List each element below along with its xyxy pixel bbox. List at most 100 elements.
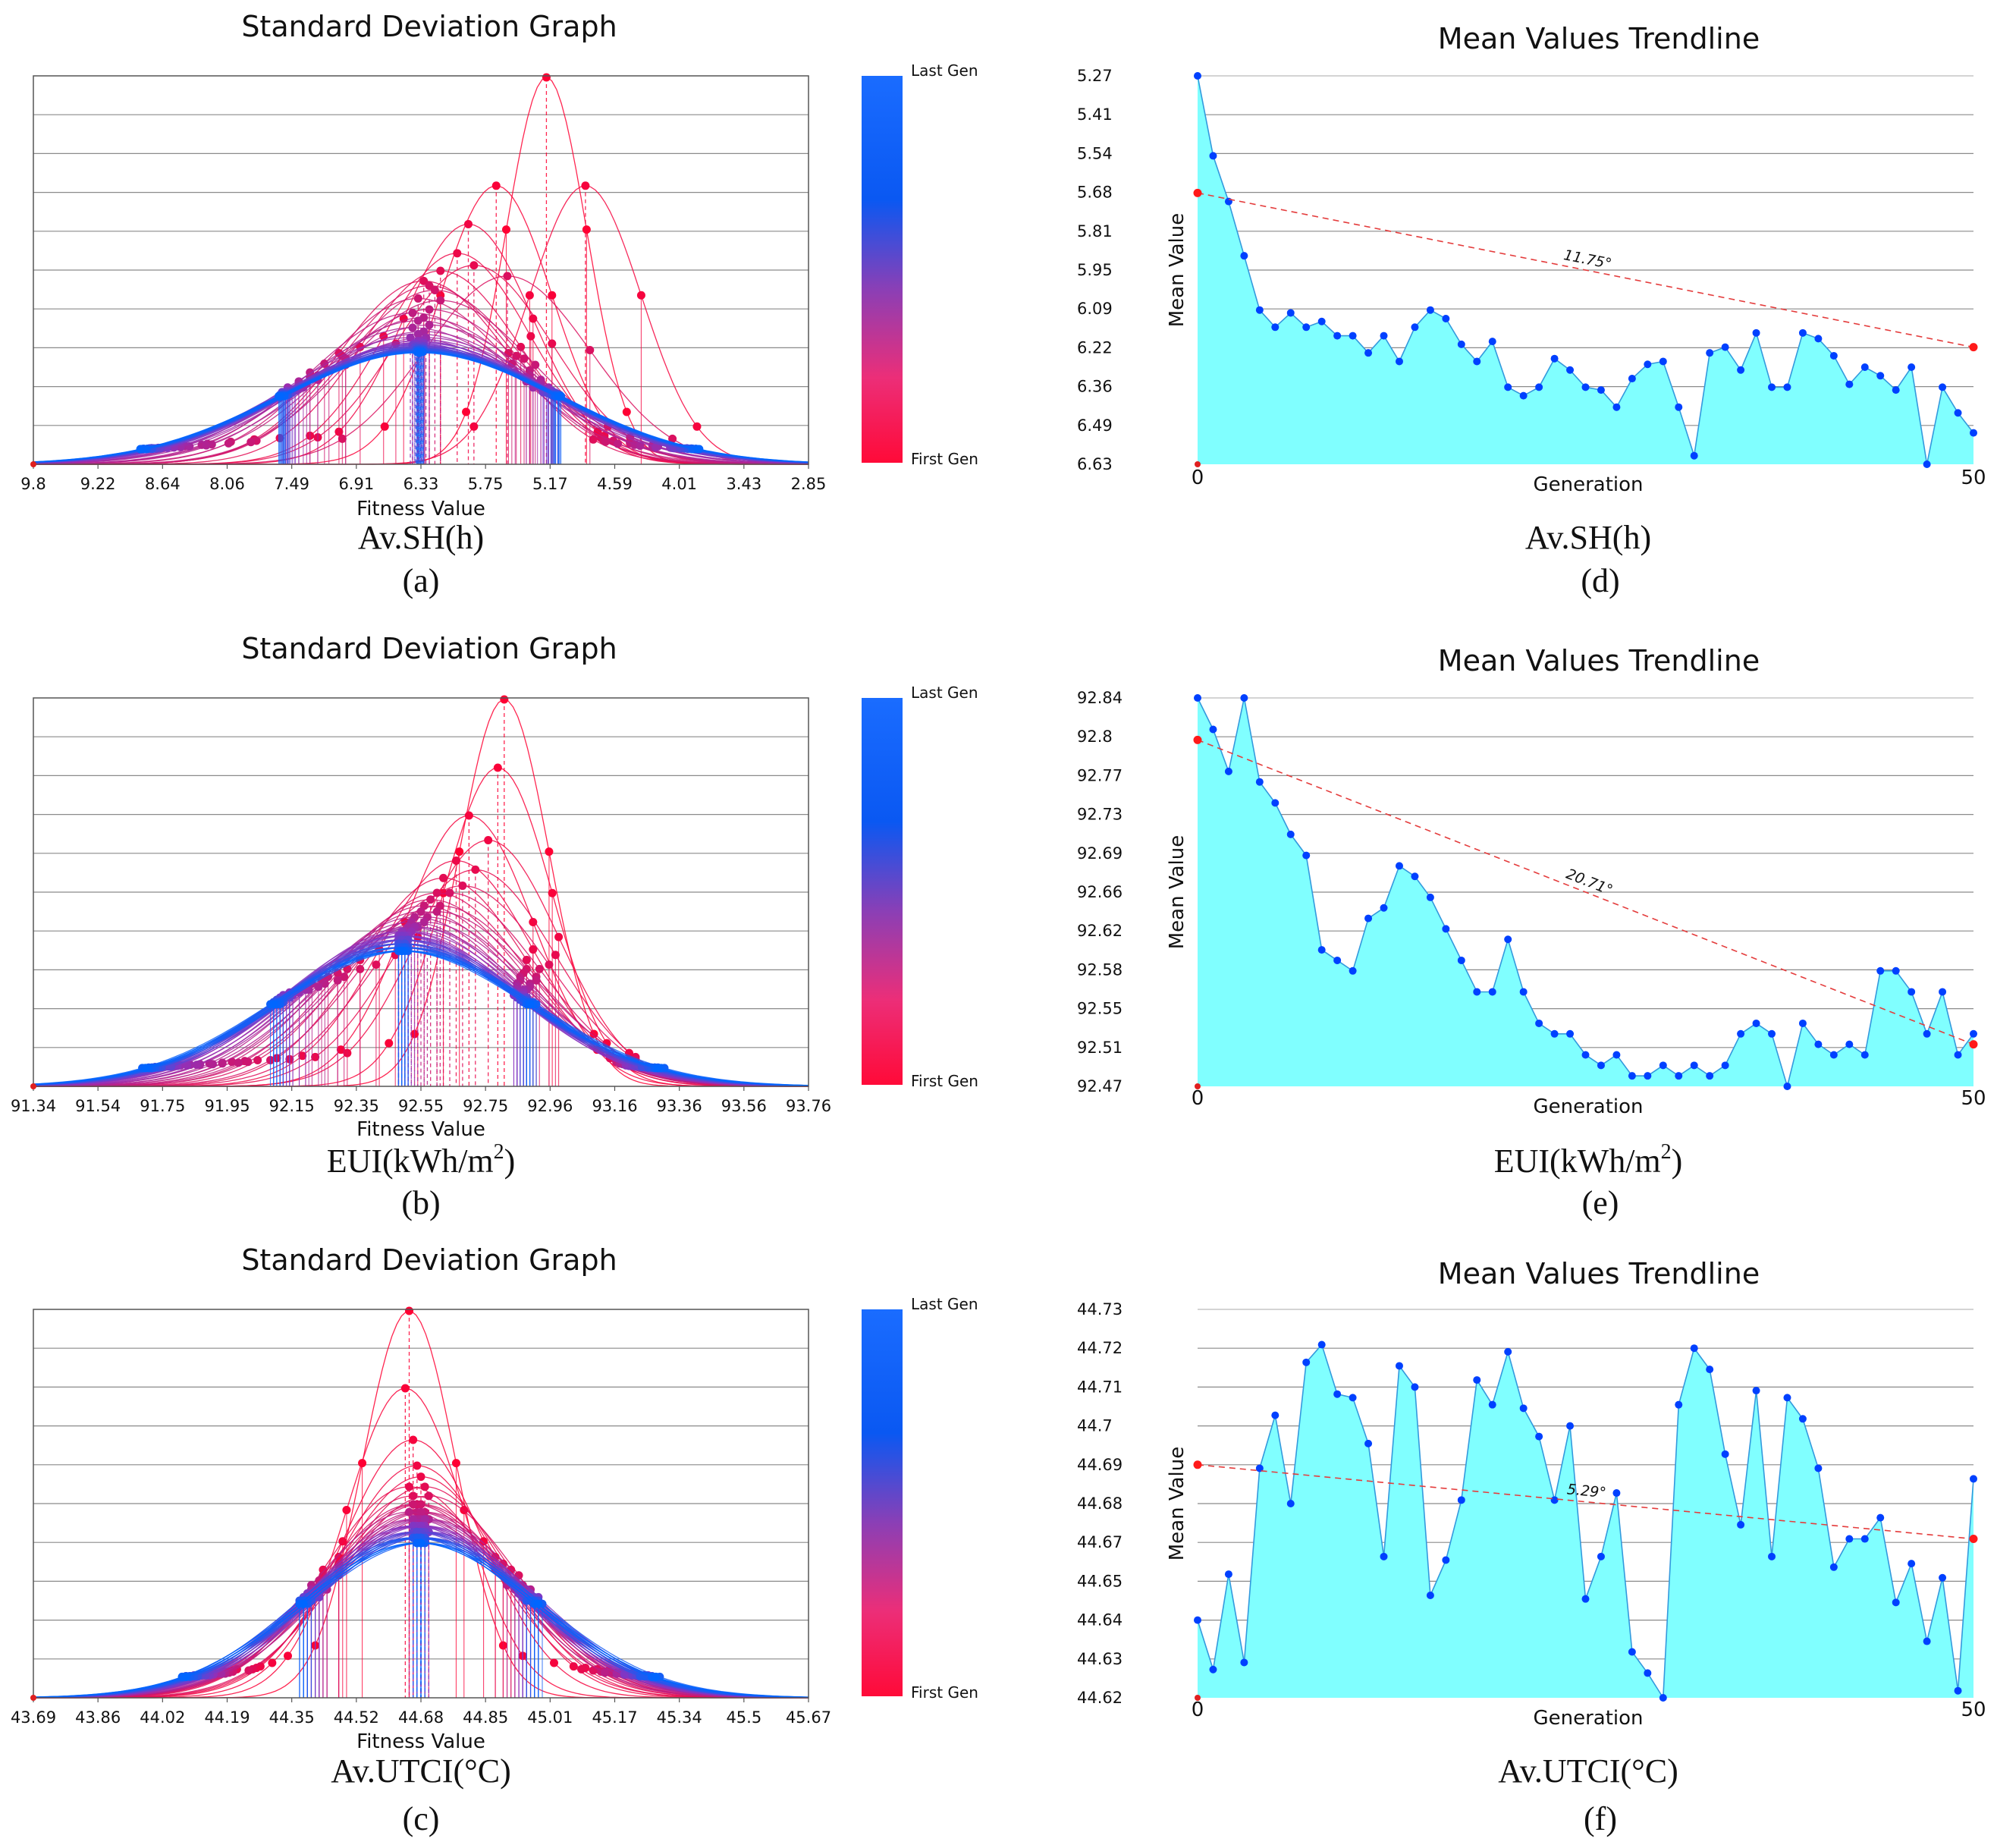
sd-marker [692, 422, 702, 431]
mean-point [1194, 72, 1201, 80]
x-tick-label: 9.8 [20, 475, 46, 493]
sd-marker [224, 438, 233, 448]
mean-point [1535, 1432, 1543, 1441]
sd-marker [589, 1029, 598, 1039]
area-fill [1198, 76, 1973, 464]
axis-origin-marker [30, 461, 36, 467]
y-tick-label: 44.67 [1077, 1533, 1123, 1551]
mean-point [1550, 1029, 1559, 1038]
mean-point [1519, 1404, 1528, 1413]
mean-point [1970, 1029, 1977, 1038]
axis-origin-marker [1195, 1083, 1201, 1089]
x-tick-start-d: 0 [1192, 467, 1204, 489]
sd-marker [551, 951, 560, 960]
axis-origin-marker [1195, 1695, 1201, 1701]
generation-legend-bar-a [862, 76, 903, 463]
mean-point [1411, 1383, 1419, 1391]
mean-marker [416, 907, 425, 916]
sd-marker [342, 1506, 351, 1515]
measure-tail-e: ) [1672, 1142, 1683, 1180]
panel-b: Standard Deviation Graph 91.34 91.54 91.75… [11, 632, 978, 1221]
x-tick-label: 44.52 [334, 1708, 379, 1727]
mean-point [1349, 966, 1357, 975]
mean-point [1860, 1535, 1869, 1543]
panel-a: Standard Deviation Graph 9.8 9.22 8.64 8.06… [20, 10, 978, 599]
mean-marker [493, 763, 502, 772]
y-tick-label: 44.65 [1077, 1572, 1123, 1590]
mean-point [1209, 1665, 1217, 1674]
mean-marker [500, 695, 509, 704]
chart-title-b: Standard Deviation Graph [241, 632, 617, 665]
sd-marker [529, 314, 538, 323]
mean-point [1860, 1051, 1869, 1059]
mean-marker [416, 1538, 425, 1548]
x-tick-label: 92.96 [527, 1097, 573, 1115]
mean-point [1302, 851, 1311, 860]
x-tick-label: 91.95 [204, 1097, 250, 1115]
legend-bottom-label-a: First Gen [911, 450, 978, 468]
measure-main-b: EUI(kWh/m [327, 1142, 494, 1180]
y-ticks-d: 5.27 5.41 5.54 5.68 5.81 5.95 6.09 6.22 6.36 6.49… [1077, 67, 1113, 473]
trend-line [1197, 1464, 1974, 1540]
panel-e: Mean Values Trendline 92.84 92.8 92.77 92.7… [1077, 644, 1986, 1221]
sd-marker [268, 1658, 277, 1667]
mean-point [1721, 1061, 1729, 1070]
x-tick-label: 92.75 [463, 1097, 508, 1115]
y-tick-label: 92.69 [1077, 844, 1123, 863]
y-tick-label: 6.49 [1077, 416, 1113, 435]
mean-point [1798, 328, 1807, 337]
trend-end-point [1969, 343, 1978, 352]
mean-point [1737, 1520, 1745, 1529]
sd-marker [554, 932, 564, 941]
mean-point [1721, 343, 1729, 351]
mean-point [1302, 1358, 1311, 1366]
mean-marker [413, 316, 422, 325]
mean-point [1581, 1595, 1590, 1603]
mean-marker [420, 1515, 429, 1524]
mean-point [1271, 1411, 1280, 1419]
mean-point [1954, 1686, 1962, 1695]
mean-point [1364, 914, 1373, 922]
mean-point [1255, 1464, 1264, 1472]
x-tick-label: 45.17 [592, 1708, 637, 1727]
x-axis-label-e: Generation [1533, 1095, 1643, 1118]
mean-point [1845, 1040, 1854, 1048]
trend-angle-label: 5.29° [1566, 1481, 1607, 1501]
y-tick-label: 92.55 [1077, 1000, 1123, 1018]
generation-curve [33, 916, 809, 1087]
y-tick-label: 92.66 [1077, 883, 1123, 901]
x-tick-label: 44.35 [269, 1708, 315, 1727]
caption-b: (b) [401, 1184, 440, 1221]
mean-point [1504, 935, 1512, 944]
mean-marker [424, 1491, 433, 1501]
mean-point [1783, 1394, 1791, 1402]
mean-marker [408, 323, 417, 332]
mean-marker [471, 865, 480, 874]
sd-marker [522, 955, 531, 964]
sd-marker [243, 1058, 253, 1067]
mean-point [1457, 340, 1465, 348]
mean-point [1845, 1535, 1854, 1543]
mean-point [1473, 988, 1481, 996]
mean-point [1923, 1029, 1931, 1038]
sd-marker [202, 441, 211, 450]
mean-point [1411, 323, 1419, 332]
mean-point [1737, 1029, 1745, 1038]
mean-point [1317, 317, 1326, 325]
mean-marker [425, 281, 434, 291]
mean-point [1814, 335, 1823, 343]
mean-point [1442, 1556, 1450, 1564]
sd-marker [385, 1039, 394, 1048]
sd-marker [333, 976, 342, 985]
mean-marker [416, 1507, 425, 1516]
x-tick-label: 6.91 [338, 475, 374, 493]
mean-point [1442, 315, 1450, 322]
sd-marker [652, 1672, 661, 1681]
mean-point [1473, 357, 1481, 366]
y-tick-label: 92.84 [1077, 689, 1123, 707]
mean-point [1286, 830, 1295, 838]
x-tick-label: 91.54 [75, 1097, 121, 1115]
mean-marker [419, 276, 429, 285]
sd-marker [512, 351, 521, 360]
mean-point [1970, 1475, 1977, 1483]
